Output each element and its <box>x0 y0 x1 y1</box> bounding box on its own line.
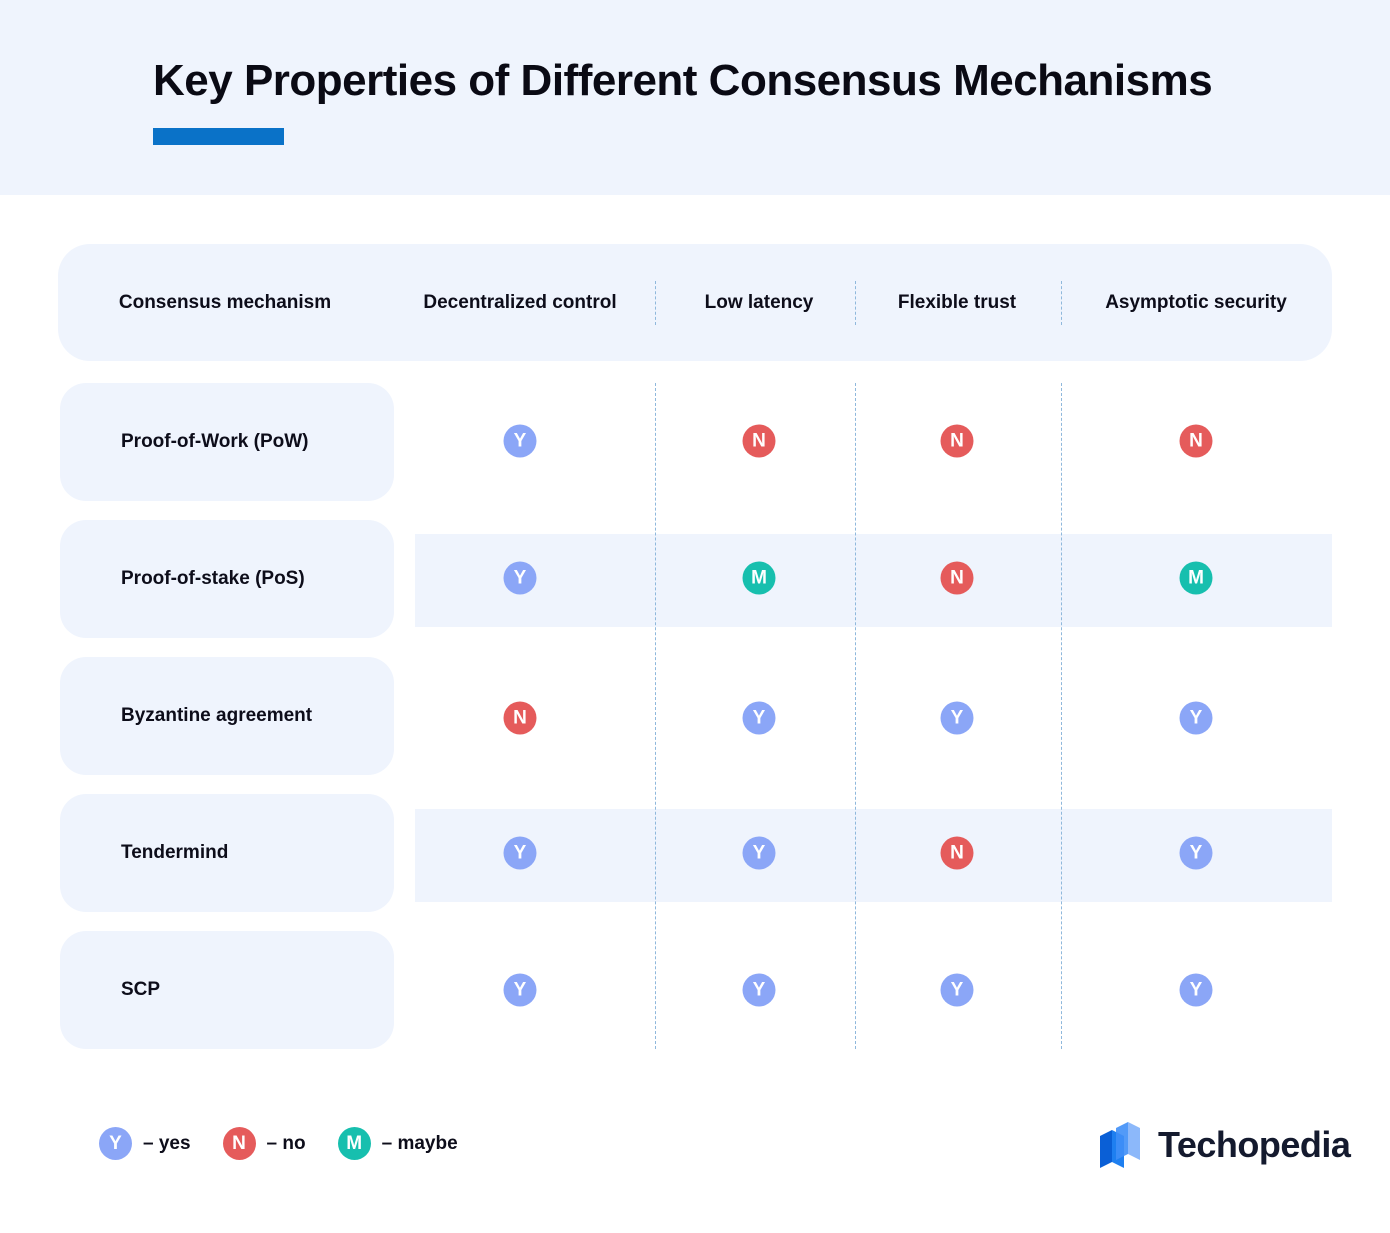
column-divider <box>655 383 656 1049</box>
value-badge: Y <box>1179 973 1213 1007</box>
column-divider <box>855 383 856 1049</box>
legend-badge: M <box>337 1127 371 1160</box>
value-badge: Y <box>503 836 537 870</box>
brand-name: Techopedia <box>1158 1124 1351 1165</box>
page-title: Key Properties of Different Consensus Me… <box>153 56 1213 105</box>
legend-item: Y – yes <box>99 1127 191 1160</box>
value-badge: N <box>742 424 776 458</box>
value-badge: Y <box>742 701 776 735</box>
legend-label: – yes <box>143 1132 191 1154</box>
row-band <box>415 534 1332 627</box>
mechanism-name: SCP <box>121 979 161 1000</box>
column-header: Flexible trust <box>897 292 1017 313</box>
value-badge: N <box>503 701 537 735</box>
legend-badge: Y <box>99 1127 132 1160</box>
column-header: Asymptotic security <box>1105 292 1287 313</box>
value-badge: N <box>940 561 974 595</box>
brand-logo: Techopedia <box>1100 1122 1351 1168</box>
row-band <box>415 809 1332 902</box>
value-badge: Y <box>1179 701 1213 735</box>
value-badge: Y <box>1179 836 1213 870</box>
column-divider <box>1061 383 1062 1049</box>
legend: Y – yes N – no M – maybe <box>99 1127 490 1160</box>
row-label-box: Proof-of-stake (PoS) <box>60 520 394 638</box>
value-badge: Y <box>503 561 537 595</box>
legend-item: N – no <box>222 1127 306 1160</box>
value-badge: Y <box>742 973 776 1007</box>
value-badge: N <box>940 424 974 458</box>
row-label-box: Tendermind <box>60 794 394 912</box>
title-accent-bar <box>153 128 284 145</box>
value-badge: N <box>1179 424 1213 458</box>
legend-label: – no <box>266 1132 306 1154</box>
mechanism-name: Proof-of-Work (PoW) <box>121 431 309 452</box>
value-badge: M <box>1179 561 1213 595</box>
value-badge: Y <box>503 973 537 1007</box>
value-badge: M <box>742 561 776 595</box>
value-badge: Y <box>742 836 776 870</box>
value-badge: Y <box>940 973 974 1007</box>
techopedia-logo-icon <box>1100 1122 1140 1168</box>
legend-item: M – maybe <box>337 1127 458 1160</box>
column-header: Consensus mechanism <box>118 292 332 313</box>
header-divider <box>655 281 656 325</box>
row-label-box: SCP <box>60 931 394 1049</box>
header-divider <box>855 281 856 325</box>
header-divider <box>1061 281 1062 325</box>
value-badge: Y <box>503 424 537 458</box>
value-badge: Y <box>940 701 974 735</box>
header-band <box>0 0 1390 195</box>
legend-badge: N <box>222 1127 256 1160</box>
mechanism-name: Proof-of-stake (PoS) <box>121 568 305 589</box>
column-header: Decentralized control <box>423 292 617 313</box>
mechanism-name: Tendermind <box>121 842 229 863</box>
value-badge: N <box>940 836 974 870</box>
row-label-box: Byzantine agreement <box>60 657 394 775</box>
column-header: Low latency <box>704 292 814 313</box>
mechanism-name: Byzantine agreement <box>121 705 313 726</box>
table-header <box>58 244 1332 361</box>
legend-label: – maybe <box>381 1132 458 1154</box>
row-label-box: Proof-of-Work (PoW) <box>60 383 394 501</box>
